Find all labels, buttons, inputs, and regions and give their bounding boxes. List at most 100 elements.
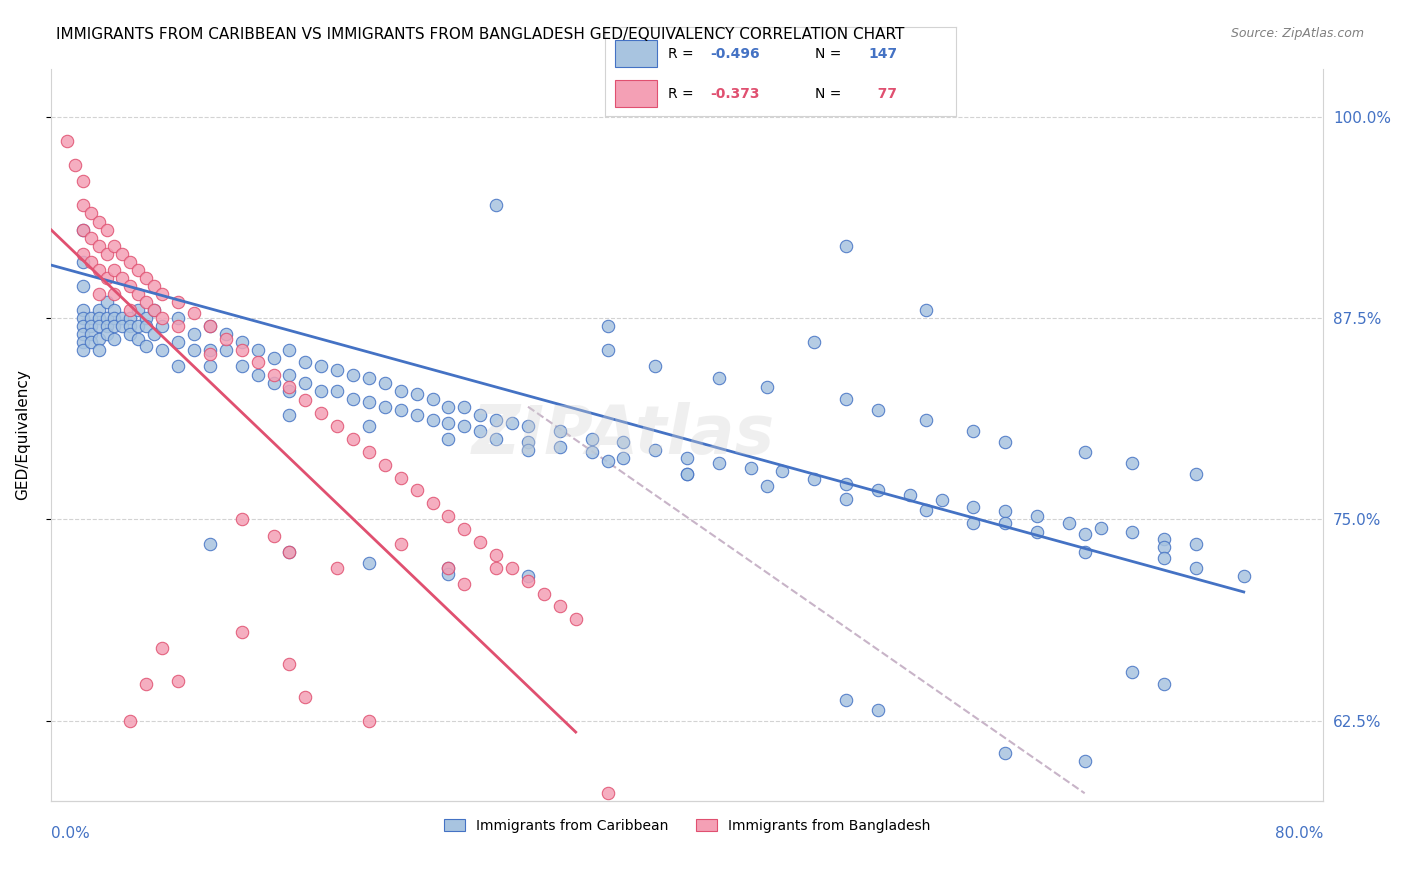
Point bbox=[962, 500, 984, 514]
Text: R =: R = bbox=[668, 46, 697, 61]
Point bbox=[755, 380, 778, 394]
Point bbox=[96, 295, 118, 310]
Point bbox=[517, 569, 540, 583]
Point bbox=[150, 311, 173, 326]
Point bbox=[72, 303, 94, 318]
Point bbox=[294, 354, 316, 368]
Point bbox=[1026, 509, 1049, 524]
Point bbox=[215, 327, 238, 342]
Point bbox=[342, 392, 364, 406]
Point bbox=[581, 445, 603, 459]
Text: Source: ZipAtlas.com: Source: ZipAtlas.com bbox=[1230, 27, 1364, 40]
Point bbox=[1153, 677, 1175, 691]
Point bbox=[72, 198, 94, 212]
Point bbox=[342, 368, 364, 382]
Point bbox=[120, 327, 142, 342]
Point bbox=[150, 641, 173, 656]
Point bbox=[263, 528, 285, 542]
Point bbox=[453, 577, 475, 591]
Point bbox=[357, 370, 380, 384]
Point bbox=[183, 343, 205, 358]
Point bbox=[835, 392, 858, 406]
Point bbox=[294, 690, 316, 704]
FancyBboxPatch shape bbox=[616, 80, 658, 107]
Point bbox=[914, 503, 936, 517]
Point bbox=[198, 343, 221, 358]
Point bbox=[548, 424, 571, 438]
Point bbox=[246, 368, 269, 382]
Point bbox=[72, 222, 94, 236]
Point bbox=[198, 319, 221, 334]
Point bbox=[87, 343, 110, 358]
Point bbox=[96, 271, 118, 285]
Point bbox=[135, 271, 157, 285]
Point bbox=[198, 359, 221, 374]
Point bbox=[596, 786, 619, 800]
Point bbox=[103, 287, 125, 301]
Point bbox=[342, 432, 364, 446]
Point bbox=[326, 362, 349, 376]
Point bbox=[135, 319, 157, 334]
Point bbox=[263, 376, 285, 390]
Legend: Immigrants from Caribbean, Immigrants from Bangladesh: Immigrants from Caribbean, Immigrants fr… bbox=[439, 814, 936, 838]
Point bbox=[755, 478, 778, 492]
Point bbox=[96, 327, 118, 342]
Text: IMMIGRANTS FROM CARIBBEAN VS IMMIGRANTS FROM BANGLADESH GED/EQUIVALENCY CORRELAT: IMMIGRANTS FROM CARIBBEAN VS IMMIGRANTS … bbox=[56, 27, 904, 42]
Point bbox=[389, 470, 412, 484]
Point bbox=[103, 332, 125, 346]
Point bbox=[127, 287, 149, 301]
Point bbox=[1026, 525, 1049, 540]
Point bbox=[326, 384, 349, 398]
Point bbox=[772, 464, 794, 478]
Point bbox=[803, 335, 825, 350]
Point bbox=[111, 271, 134, 285]
Point bbox=[437, 561, 460, 575]
Point bbox=[135, 338, 157, 352]
Text: 147: 147 bbox=[868, 46, 897, 61]
Point bbox=[1073, 445, 1095, 459]
Point bbox=[931, 493, 953, 508]
Point bbox=[87, 319, 110, 334]
Point bbox=[453, 522, 475, 536]
Point bbox=[501, 416, 523, 430]
Point bbox=[994, 504, 1017, 518]
Point bbox=[278, 544, 301, 558]
Point bbox=[111, 311, 134, 326]
Point bbox=[485, 561, 508, 575]
Point bbox=[707, 456, 730, 470]
Point bbox=[127, 263, 149, 277]
Point bbox=[1073, 754, 1095, 768]
Text: -0.496: -0.496 bbox=[710, 46, 759, 61]
Point bbox=[644, 359, 666, 374]
Point bbox=[278, 657, 301, 672]
Point bbox=[231, 343, 253, 358]
Point bbox=[405, 483, 427, 498]
Point bbox=[127, 303, 149, 318]
Point bbox=[1185, 467, 1208, 482]
Point bbox=[835, 491, 858, 506]
Point bbox=[87, 311, 110, 326]
Point bbox=[135, 311, 157, 326]
Point bbox=[517, 419, 540, 434]
Point bbox=[470, 535, 492, 549]
Text: 77: 77 bbox=[868, 87, 897, 101]
Text: R =: R = bbox=[668, 87, 697, 101]
Point bbox=[198, 319, 221, 334]
Point bbox=[72, 246, 94, 260]
Point bbox=[644, 443, 666, 458]
Point bbox=[309, 359, 332, 374]
Point bbox=[1073, 544, 1095, 558]
Point bbox=[1090, 520, 1112, 534]
Point bbox=[405, 387, 427, 401]
Point bbox=[453, 419, 475, 434]
Point bbox=[167, 319, 190, 334]
Point bbox=[501, 561, 523, 575]
Point bbox=[120, 319, 142, 334]
Point bbox=[517, 435, 540, 450]
Point bbox=[167, 335, 190, 350]
Point bbox=[1185, 536, 1208, 550]
Point bbox=[127, 319, 149, 334]
Point bbox=[437, 432, 460, 446]
Point bbox=[167, 359, 190, 374]
Point bbox=[1057, 516, 1080, 530]
